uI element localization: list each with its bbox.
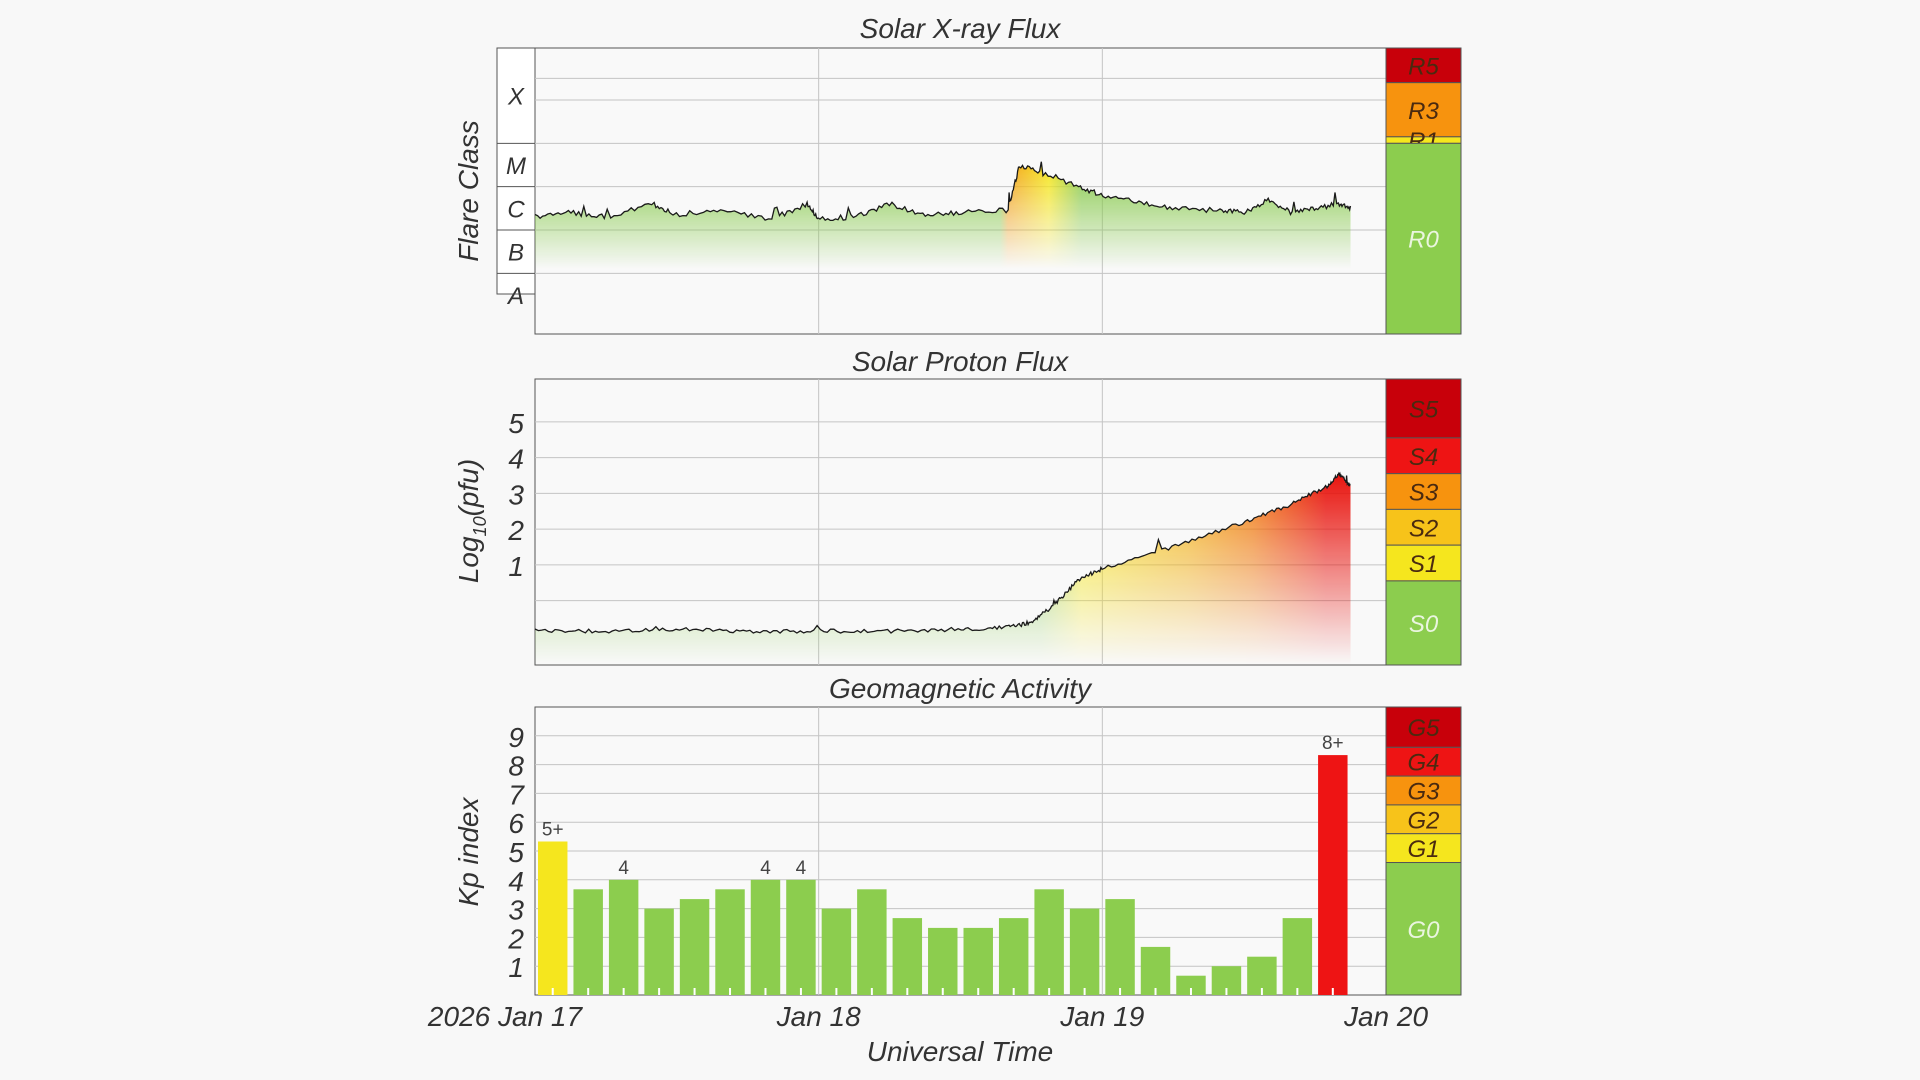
kp-bar-label: 4 xyxy=(796,858,807,879)
proton-ytick-label: 4 xyxy=(508,444,524,475)
zone-label-s1: S1 xyxy=(1409,551,1438,578)
zone-r5 xyxy=(1385,47,1462,84)
zone-label-r3: R3 xyxy=(1408,98,1439,125)
class-label-a: A xyxy=(506,283,524,310)
kp-bar xyxy=(928,927,958,995)
proton-title: Solar Proton Flux xyxy=(852,346,1069,377)
xray-plot-area xyxy=(534,47,1387,335)
zone-label-g1: G1 xyxy=(1407,836,1439,863)
kp-ylabel: Kp index xyxy=(453,797,484,907)
kp-title: Geomagnetic Activity xyxy=(829,673,1093,704)
proton-flux-line xyxy=(534,471,1351,634)
kp-bar xyxy=(821,908,852,995)
zone-label-s2: S2 xyxy=(1409,515,1438,542)
x-axis-label: Universal Time xyxy=(867,1036,1053,1067)
kp-bar-label: 4 xyxy=(618,858,629,879)
kp-bar xyxy=(857,889,887,995)
kp-ytick-label: 5 xyxy=(508,837,524,868)
kp-bar xyxy=(786,879,816,995)
kp-bar xyxy=(1282,918,1313,995)
class-label-b: B xyxy=(508,240,524,267)
xray-flux-line xyxy=(534,161,1352,222)
zone-s1 xyxy=(1385,544,1462,582)
zone-label-s3: S3 xyxy=(1409,480,1439,507)
zone-g0 xyxy=(1385,862,1462,996)
kp-bar xyxy=(750,879,781,995)
kp-bar xyxy=(644,908,674,995)
proton-ylabel-tail: (pfu) xyxy=(453,459,484,517)
zone-label-g2: G2 xyxy=(1407,807,1439,834)
kp-ytick-label: 9 xyxy=(508,722,524,753)
proton-ylabel-sub: 10 xyxy=(470,516,490,536)
zone-s3 xyxy=(1385,473,1462,510)
kp-bar-label: 8+ xyxy=(1322,733,1344,754)
kp-bar xyxy=(1318,755,1348,995)
zone-g2 xyxy=(1385,804,1462,835)
zone-label-g5: G5 xyxy=(1407,715,1440,742)
kp-bar xyxy=(998,918,1029,995)
kp-bar xyxy=(538,841,568,995)
kp-ytick-label: 7 xyxy=(508,779,525,810)
zone-label-r0: R0 xyxy=(1408,227,1439,254)
zone-s5 xyxy=(1385,378,1462,439)
zone-g1 xyxy=(1385,833,1462,864)
kp-bar xyxy=(1034,889,1064,995)
x-tick-label: Jan 18 xyxy=(776,1001,861,1032)
kp-ytick-label: 1 xyxy=(508,952,524,983)
zone-s2 xyxy=(1385,508,1462,546)
kp-bar-label: 5+ xyxy=(542,819,564,840)
zone-label-g3: G3 xyxy=(1407,779,1440,806)
zone-label-g0: G0 xyxy=(1407,917,1440,944)
kp-ytick-label: 4 xyxy=(508,866,524,897)
kp-ytick-label: 2 xyxy=(507,923,524,954)
kp-bar-label: 4 xyxy=(760,858,771,879)
kp-bar xyxy=(679,899,710,995)
zone-g3 xyxy=(1385,775,1462,806)
kp-bar xyxy=(1069,908,1100,995)
zone-s0 xyxy=(1385,580,1462,666)
zone-label-s0: S0 xyxy=(1409,611,1439,638)
x-axis: 2026 Jan 17 Jan 18 Jan 19 Jan 20 Universal … xyxy=(427,1001,1429,1067)
x-tick-label: 2026 Jan 17 xyxy=(427,1001,584,1032)
zone-g4 xyxy=(1385,746,1462,777)
kp-bar xyxy=(963,927,993,995)
kp-ytick-label: 8 xyxy=(508,751,524,782)
proton-ytick-label: 1 xyxy=(508,551,524,582)
kp-bar xyxy=(1105,899,1135,995)
kp-bar xyxy=(892,918,923,995)
xray-title: Solar X-ray Flux xyxy=(860,13,1062,44)
zone-r0 xyxy=(1385,142,1462,335)
kp-bar xyxy=(573,889,603,995)
kp-panel: Geomagnetic Activity Kp index 123456789 … xyxy=(453,673,1462,996)
kp-bar xyxy=(1140,946,1171,995)
zone-label-r5: R5 xyxy=(1408,53,1439,80)
proton-ytick-label: 5 xyxy=(508,408,524,439)
proton-panel: Solar Proton Flux Log10(pfu) 1 2 3 4 5 S5 S4 S… xyxy=(453,346,1462,666)
zone-r3 xyxy=(1385,82,1462,138)
x-tick-label: Jan 20 xyxy=(1343,1001,1428,1032)
xray-ylabel: Flare Class xyxy=(453,120,484,262)
proton-ylabel-main: Log xyxy=(453,536,484,583)
zone-s4 xyxy=(1385,437,1462,475)
proton-ytick-label: 3 xyxy=(508,479,524,510)
class-label-m: M xyxy=(506,153,526,180)
zone-label-s4: S4 xyxy=(1409,444,1438,471)
class-label-c: C xyxy=(507,196,525,223)
xray-class-box xyxy=(496,47,537,295)
proton-ylabel: Log10(pfu) xyxy=(453,459,490,583)
kp-ytick-label: 3 xyxy=(508,895,524,926)
x-tick-label: Jan 19 xyxy=(1059,1001,1144,1032)
kp-bar xyxy=(608,879,639,995)
proton-ytick-label: 2 xyxy=(507,515,524,546)
zone-g5 xyxy=(1385,706,1462,748)
kp-bar xyxy=(1176,975,1206,995)
proton-flux-fill xyxy=(535,473,1351,665)
kp-ytick-label: 6 xyxy=(508,808,524,839)
kp-bar xyxy=(715,889,745,995)
class-label-x: X xyxy=(507,84,525,111)
zone-label-g4: G4 xyxy=(1407,750,1439,777)
zone-label-s5: S5 xyxy=(1409,396,1439,423)
